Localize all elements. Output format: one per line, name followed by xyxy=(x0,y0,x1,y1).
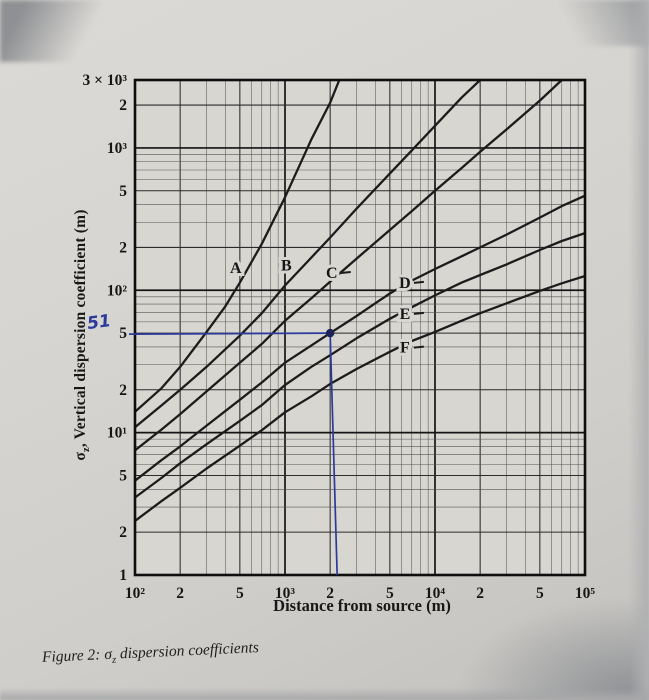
x-tick-label: 10³ xyxy=(275,585,296,602)
curve-B xyxy=(135,80,482,429)
curve-A xyxy=(135,80,341,413)
curve-E xyxy=(135,231,585,499)
curve-label-dash-D xyxy=(413,280,425,284)
curve-label-C: C xyxy=(326,265,338,282)
curve-labels: A B C DEF xyxy=(227,254,425,360)
x-tick-label: 2 xyxy=(176,585,184,602)
y-tick-label: 2 xyxy=(119,382,127,399)
annotation-vertical-line xyxy=(329,333,339,576)
y-tick-label: 1 xyxy=(119,567,127,584)
y-axis-title-rest: , Vertical dispersion coefficient (m) xyxy=(71,209,89,448)
y-tick-label: 10³ xyxy=(107,140,128,157)
curve-label-E: E xyxy=(400,306,411,323)
caption-prefix: Figure 2: σ xyxy=(41,645,113,666)
curve-label-B: B xyxy=(281,257,292,274)
x-tick-label: 5 xyxy=(236,585,244,602)
y-tick-label: 5 xyxy=(119,467,127,484)
x-axis-title: Distance from source (m) xyxy=(273,596,451,615)
curve-label-D: D xyxy=(399,275,411,292)
x-tick-label: 5 xyxy=(386,585,394,602)
worked-example-annotation: 51 xyxy=(86,311,339,576)
y-tick-label: 10² xyxy=(107,282,128,299)
curve-D xyxy=(135,194,585,482)
plot-frame xyxy=(133,78,587,577)
x-tick-label: 10⁵ xyxy=(575,585,596,602)
y-tick-label: 2 xyxy=(119,239,127,256)
curve-label-F: F xyxy=(400,340,410,357)
curve-C xyxy=(135,80,563,452)
curve-label-A: A xyxy=(230,260,242,277)
x-tick-label: 2 xyxy=(326,585,334,602)
annotation-horizontal-line xyxy=(128,332,331,335)
y-tick-label: 5 xyxy=(119,183,127,200)
axis-tick-labels: 10² 2 5 10³ 2 5 10⁴ 2 5 10⁵ 3 × 10³ 2 10³ 5 2 10² 5 2 10¹ 5… xyxy=(83,72,596,602)
x-tick-label: 10² xyxy=(125,585,146,602)
y-axis-title: σz, Vertical dispersion coefficient (m) xyxy=(72,209,92,460)
x-tick-label: 10⁴ xyxy=(425,585,446,602)
y-tick-label: 5 xyxy=(119,325,127,342)
y-tick-label: 2 xyxy=(119,97,127,114)
y-tick-label: 2 xyxy=(119,524,127,541)
stability-curves xyxy=(135,80,585,523)
curve-label-dash-F xyxy=(413,345,425,349)
curve-label-dash-C xyxy=(340,270,351,274)
x-tick-label: 2 xyxy=(476,585,484,602)
y-axis-title-sigma: σ xyxy=(71,451,89,461)
curve-F xyxy=(135,274,585,523)
grid-lines xyxy=(134,79,586,576)
handwritten-sigma-value: 51 xyxy=(86,311,112,334)
y-axis-title-sub: z xyxy=(81,447,93,452)
y-tick-label: 10¹ xyxy=(107,425,128,442)
annotation-dot xyxy=(325,328,335,338)
x-tick-label: 5 xyxy=(536,585,544,602)
y-tick-label: 3 × 10³ xyxy=(83,72,128,89)
curve-label-dash-E xyxy=(413,311,425,315)
